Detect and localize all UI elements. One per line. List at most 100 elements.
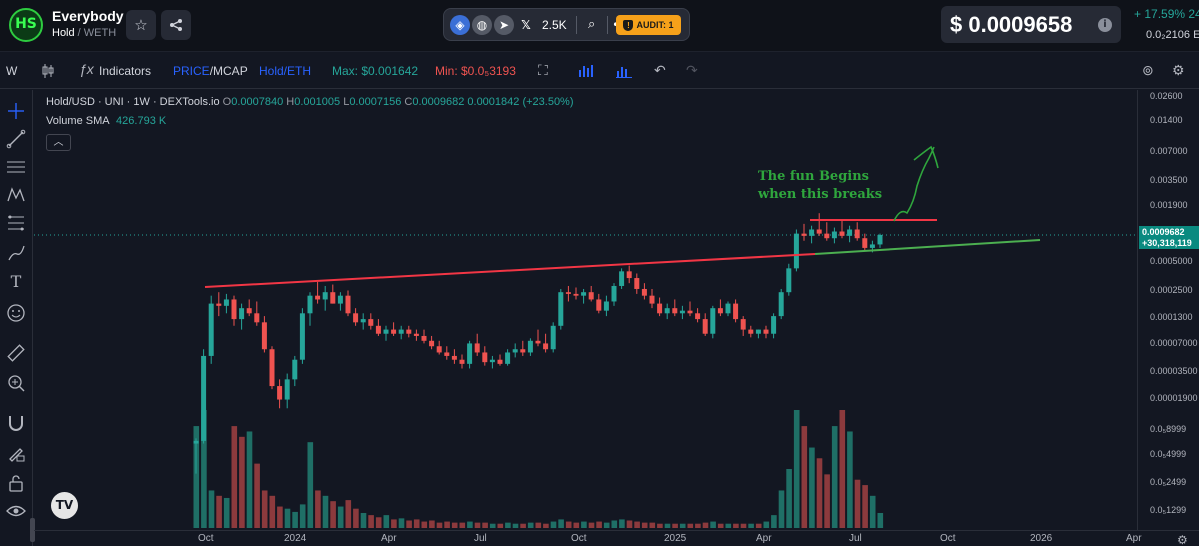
candle-body bbox=[687, 310, 693, 314]
x-twitter-icon[interactable]: 𝕏 bbox=[521, 17, 531, 32]
crosshair-tool[interactable] bbox=[5, 100, 27, 122]
undo-icon[interactable]: ↶ bbox=[654, 62, 666, 78]
candle-body bbox=[877, 234, 883, 245]
bar-chart-icon[interactable] bbox=[578, 64, 594, 78]
magnet-tool[interactable] bbox=[5, 412, 27, 434]
time-tick: Apr bbox=[756, 533, 772, 544]
candle-body bbox=[755, 329, 761, 334]
redo-icon[interactable]: ↷ bbox=[686, 62, 698, 78]
candle-body bbox=[375, 325, 381, 334]
annotation-line-1: The fun Begins bbox=[758, 169, 870, 184]
collapse-legend-button[interactable]: ︿ bbox=[46, 134, 71, 151]
price-scale[interactable] bbox=[1137, 90, 1199, 530]
text-icon: T bbox=[10, 272, 22, 291]
share-icon bbox=[170, 19, 182, 31]
fullscreen-icon[interactable]: ⛶ bbox=[538, 62, 548, 78]
last-price-label: 0.0009682 bbox=[1139, 226, 1199, 238]
fibonacci-icon bbox=[8, 215, 24, 231]
indicators-icon[interactable]: ƒx bbox=[79, 61, 94, 77]
candle-body bbox=[717, 308, 723, 314]
volume-bar bbox=[269, 495, 276, 528]
eye-icon bbox=[6, 505, 26, 517]
candle-body bbox=[710, 308, 716, 334]
token-pair: Hold / WETH bbox=[52, 27, 116, 39]
zoom-in-icon bbox=[8, 375, 25, 392]
candle-body bbox=[763, 329, 769, 334]
candle-body bbox=[505, 352, 511, 364]
tradingview-logo[interactable]: TV bbox=[51, 492, 78, 519]
candle-body bbox=[482, 352, 488, 363]
volume-bar bbox=[831, 426, 838, 528]
candle-body bbox=[254, 313, 260, 323]
screenshot-icon[interactable]: ⊚ bbox=[1142, 62, 1154, 78]
candle-body bbox=[702, 319, 708, 334]
price-mode-label: PRICE bbox=[173, 64, 210, 78]
min-price-label: Min: $0.0₅3193 bbox=[435, 64, 516, 78]
dextools-icon[interactable]: ◈ bbox=[450, 14, 470, 35]
pair-mode-toggle[interactable]: Hold/ETH bbox=[259, 64, 312, 78]
candle-body bbox=[512, 349, 518, 353]
price-chart[interactable] bbox=[34, 90, 1137, 530]
telegram-icon[interactable]: ➤ bbox=[494, 14, 514, 35]
volume-bar bbox=[254, 463, 260, 528]
price-tick: 0.0₅8999 bbox=[1150, 424, 1187, 434]
volume-bar bbox=[497, 523, 504, 528]
settings-icon[interactable]: ⚙ bbox=[1172, 62, 1185, 78]
candle-body bbox=[535, 340, 541, 344]
trendline-tool[interactable] bbox=[5, 128, 27, 150]
share-button[interactable] bbox=[161, 10, 191, 40]
pattern-tool[interactable] bbox=[5, 184, 27, 206]
volume-bar bbox=[474, 522, 481, 528]
time-tick: Oct bbox=[198, 533, 214, 544]
crosshair-icon bbox=[8, 103, 24, 119]
fib-tool[interactable] bbox=[5, 212, 27, 234]
candle-body bbox=[839, 231, 845, 236]
candle-body bbox=[550, 325, 556, 350]
price-tick: 0.0002500 bbox=[1150, 285, 1193, 295]
interval-button[interactable]: W bbox=[6, 64, 18, 78]
volume-bar bbox=[406, 520, 412, 528]
volume-bar bbox=[710, 521, 716, 528]
volume-bar bbox=[315, 490, 321, 528]
chart-canvas[interactable] bbox=[34, 90, 1137, 530]
horizontal-lines-tool[interactable] bbox=[5, 156, 27, 178]
volume-bar bbox=[535, 522, 542, 528]
zoom-tool[interactable] bbox=[5, 372, 27, 394]
brush-tool[interactable] bbox=[5, 242, 27, 264]
panel-scrollbar[interactable] bbox=[30, 518, 35, 542]
volume-bar bbox=[413, 519, 420, 528]
pair-separator: / bbox=[74, 27, 84, 39]
volume-bar bbox=[527, 522, 534, 528]
smiley-icon bbox=[7, 304, 25, 322]
candle-body bbox=[634, 278, 640, 289]
search-icon[interactable]: ⌕ bbox=[588, 17, 596, 32]
candle-body bbox=[831, 231, 837, 239]
volume-bar bbox=[619, 519, 625, 528]
emoji-tool[interactable] bbox=[5, 302, 27, 324]
last-mcap-label: +30,318,119 bbox=[1139, 237, 1199, 249]
price-in-eth: 0.0₂2106 E bbox=[1146, 29, 1199, 41]
visibility-tool[interactable] bbox=[5, 500, 27, 522]
candle-type-icon[interactable] bbox=[42, 63, 54, 79]
candle-body bbox=[847, 229, 853, 236]
candle-body bbox=[239, 308, 245, 320]
indicators-button[interactable]: Indicators bbox=[99, 64, 152, 78]
candle-body bbox=[436, 346, 442, 353]
lock-tool[interactable] bbox=[5, 472, 27, 494]
time-settings-icon[interactable]: ⚙ bbox=[1177, 533, 1188, 546]
volume-bar bbox=[733, 523, 739, 528]
website-icon[interactable]: ◍ bbox=[472, 14, 492, 35]
favorite-button[interactable]: ☆ bbox=[126, 10, 156, 40]
time-scale[interactable] bbox=[34, 530, 1199, 546]
volume-chart-icon[interactable] bbox=[616, 64, 632, 78]
price-mcap-toggle[interactable]: PRICE/MCAP bbox=[173, 64, 248, 78]
lock-drawing-tool[interactable] bbox=[5, 442, 27, 464]
info-icon[interactable]: i bbox=[1098, 18, 1112, 32]
candle-body bbox=[824, 233, 830, 239]
volume-bar bbox=[786, 469, 792, 528]
audit-badge[interactable]: ! AUDIT: 1 bbox=[616, 15, 681, 35]
candle-body bbox=[277, 386, 283, 400]
measure-tool[interactable] bbox=[5, 342, 27, 364]
volume-bar bbox=[626, 520, 633, 528]
text-tool[interactable]: T bbox=[5, 272, 27, 294]
